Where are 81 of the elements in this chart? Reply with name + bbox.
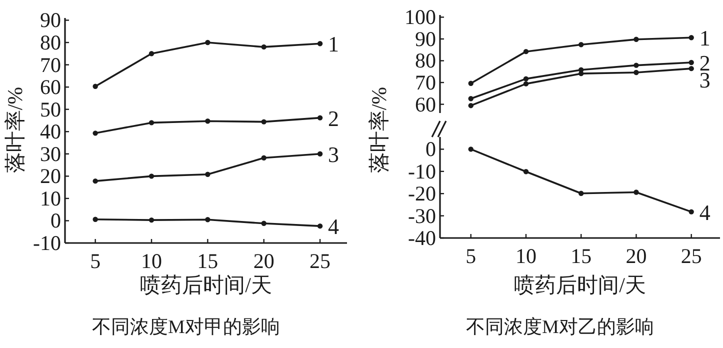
point (92, 216, 98, 222)
point (317, 223, 323, 229)
x-tick-label: 10 (515, 244, 536, 268)
point (317, 115, 323, 120)
y-tick-label: 30 (40, 142, 61, 166)
y-tick-label: 90 (415, 26, 436, 51)
point (261, 220, 266, 226)
point (688, 60, 694, 66)
x-axis-title: 喷药后时间/天 (140, 273, 272, 297)
y-tick-label: 80 (415, 48, 436, 73)
x-tick-label: 10 (141, 249, 162, 273)
point (317, 41, 323, 46)
point (148, 51, 154, 56)
point (523, 169, 529, 174)
y-tick-label: 70 (415, 70, 436, 95)
y-tick-label: 90 (40, 8, 61, 32)
point (317, 151, 323, 156)
point (634, 70, 639, 76)
y-tick-label: 80 (40, 30, 61, 55)
point (148, 120, 154, 126)
point (523, 81, 529, 86)
point (205, 118, 210, 124)
point (205, 40, 210, 46)
y-tick-label: 60 (40, 75, 61, 100)
y-tick-label: 0 (50, 208, 61, 233)
y-tick-label: 100 (404, 5, 436, 30)
y-tick-label: 10 (40, 186, 61, 210)
y-tick-label: 70 (40, 52, 61, 77)
x-tick-label: 5 (90, 249, 101, 273)
point (523, 48, 529, 54)
point (523, 76, 529, 82)
point (468, 80, 474, 86)
y-tick-label: -10 (408, 159, 436, 184)
series-label: 1 (699, 26, 710, 51)
text: 不同浓度M对甲的影响 (92, 316, 280, 338)
point (688, 35, 694, 40)
x-tick-label: 20 (253, 249, 274, 273)
point (92, 130, 98, 136)
x-tick-label: 5 (466, 244, 476, 268)
series-label: 2 (328, 106, 340, 131)
point (578, 42, 584, 48)
y-axis-title: 落叶率/% (367, 86, 391, 174)
y-tick-label: 20 (40, 164, 61, 188)
point (688, 209, 694, 214)
x-tick-label: 15 (197, 249, 218, 273)
series-label: 4 (328, 214, 340, 240)
point (634, 190, 639, 195)
y-tick-label: -40 (408, 226, 436, 250)
y-tick-label: -30 (408, 204, 436, 228)
point (261, 155, 266, 160)
point (205, 172, 210, 177)
x-axis-title: 喷药后时间/天 (514, 273, 646, 297)
point (148, 174, 154, 179)
point (634, 36, 639, 42)
point (261, 119, 266, 124)
point (261, 44, 266, 50)
point (468, 102, 474, 108)
series-label: 3 (328, 142, 340, 167)
point (92, 84, 98, 89)
x-tick-label: 25 (310, 249, 331, 273)
y-tick-label: 0 (426, 137, 436, 162)
x-tick-label: 20 (626, 244, 647, 268)
y-tick-label: 60 (415, 92, 436, 116)
x-tick-label: 15 (570, 244, 592, 268)
point (205, 217, 210, 222)
point (688, 66, 694, 72)
y-tick-label: 40 (40, 120, 61, 144)
y-axis-title: 落叶率/% (3, 86, 27, 174)
y-tick-label: -10 (33, 231, 61, 255)
point (148, 217, 154, 223)
x-tick-label: 25 (680, 244, 702, 268)
point (92, 178, 98, 184)
point (634, 62, 639, 68)
series-label: 4 (699, 200, 710, 225)
y-tick-label: -20 (408, 182, 436, 206)
point (578, 190, 584, 196)
point (468, 146, 474, 152)
text: 不同浓度M对乙的影响 (466, 316, 654, 338)
series-label: 1 (328, 32, 340, 57)
point (468, 96, 474, 102)
y-tick-label: 50 (40, 97, 61, 122)
